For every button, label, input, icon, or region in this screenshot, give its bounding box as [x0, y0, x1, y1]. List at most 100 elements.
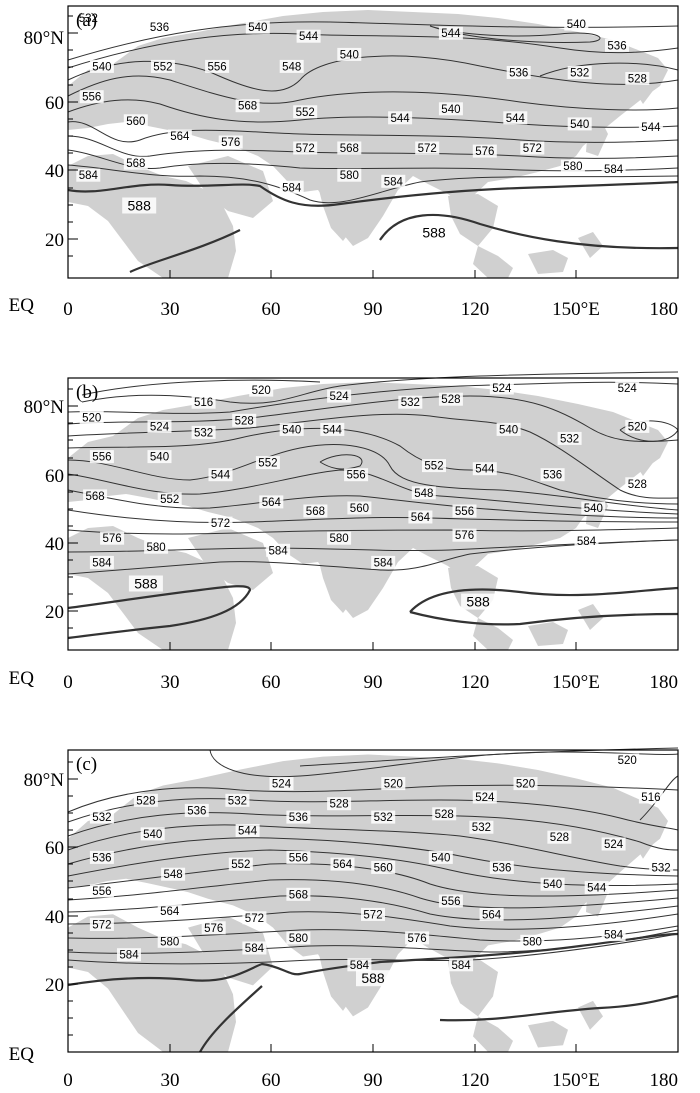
contour-label-bg [228, 857, 253, 871]
contour-label: 536 [92, 852, 111, 864]
contour-label-bg [601, 928, 626, 942]
y-tick-label: 40 [45, 907, 64, 928]
y-axis-ticks [68, 761, 78, 1053]
x-tick-label: 180 [650, 299, 679, 320]
contour-label: 584 [452, 960, 472, 972]
contour-label: 588 [466, 594, 490, 610]
contour-label: 544 [587, 883, 607, 895]
contour-label-bg [625, 419, 650, 433]
contour-label: 568 [340, 143, 359, 155]
contour-label-bg [293, 105, 318, 119]
contour-label: 572 [296, 143, 315, 155]
contour-label: 532 [560, 433, 579, 445]
x-tick-label: 90 [364, 672, 383, 693]
contour-label-bg [100, 531, 125, 545]
x-tick-label: 30 [161, 299, 180, 320]
contour-label: 540 [150, 452, 169, 464]
contour-label: 528 [330, 799, 349, 811]
contour-label: 588 [134, 576, 158, 592]
contour-label-bg [438, 392, 463, 406]
x-tick-label: 60 [262, 299, 281, 320]
contour-label-bg [347, 501, 372, 515]
contour-label-bg [232, 413, 257, 427]
contour-label: 540 [570, 119, 589, 131]
contour-label: 548 [282, 61, 301, 73]
y-tick-label: 20 [45, 975, 64, 996]
contour-label-bg [601, 837, 626, 851]
x-tick-label: 150°E [552, 672, 600, 693]
contour-label: 580 [147, 542, 166, 554]
contour-label-bg [303, 504, 328, 518]
contour-label: 528 [441, 394, 460, 406]
contour-label: 572 [92, 920, 111, 932]
contour-label-bg [371, 810, 396, 824]
contour-label: 568 [238, 101, 257, 113]
contour-label-bg [615, 753, 640, 767]
contour-label-bg [581, 501, 606, 515]
contour-label-bg [605, 38, 629, 52]
contour-label-bg [564, 17, 589, 31]
contour-label-bg [191, 425, 216, 439]
contour-label-bg [286, 850, 311, 864]
contour-label: 552 [160, 494, 179, 506]
contour-label-bg [147, 419, 172, 433]
contour-label-bg [157, 934, 182, 948]
contour-label: 544 [641, 122, 661, 134]
contour-label-bg [361, 907, 385, 921]
contour-label-bg [625, 477, 650, 491]
contour-label: 564 [333, 859, 353, 871]
contour-label-bg [286, 887, 311, 901]
x-tick-label: 60 [262, 1070, 281, 1091]
contour-label: 564 [262, 497, 282, 509]
y-tick-label: 60 [45, 838, 64, 859]
contour-label: 520 [252, 385, 271, 397]
contour-label: 560 [126, 116, 145, 128]
contour-label: 584 [350, 960, 370, 972]
contour-label: 560 [350, 503, 369, 515]
contour-label: 528 [136, 795, 155, 807]
contour-label-bg [574, 534, 599, 548]
contour-label: 580 [340, 170, 359, 182]
contour-label-bg [266, 543, 291, 557]
panel-label: (b) [76, 382, 98, 403]
contour-label-bg [330, 857, 355, 871]
contour-label-bg [337, 141, 362, 155]
contour-label-bg [208, 516, 233, 530]
contour-label-bg [89, 555, 114, 569]
contour-label: 544 [211, 470, 231, 482]
y-tick-label: 60 [45, 93, 64, 114]
contour-label-bg [520, 934, 545, 948]
contour-label: 556 [455, 506, 474, 518]
contour-label-bg [472, 144, 497, 158]
contour-label: 536 [543, 470, 562, 482]
contour-label-bg [235, 824, 260, 837]
contour-label-layer: 520 524 520 520 516 528 532 528 524 532 536 536 532 5… [89, 753, 674, 987]
contour-label: 540 [248, 22, 267, 34]
contour-label-bg [122, 197, 157, 214]
contour-label-bg [218, 135, 243, 149]
contour-label: 540 [441, 104, 460, 116]
contour-label: 556 [92, 886, 111, 898]
contour-label-bg [327, 797, 352, 811]
contour-label: 588 [128, 198, 152, 214]
contour-label: 532 [194, 427, 213, 439]
contour-label-bg [286, 810, 311, 824]
contour-label: 584 [245, 943, 265, 955]
contour-label-bg [649, 860, 674, 874]
contour-label: 580 [160, 936, 179, 948]
contour-label: 572 [211, 518, 230, 530]
contour-label-bg [259, 495, 284, 509]
contour-label-bg [293, 141, 318, 155]
contour-label: 572 [245, 913, 264, 925]
contour-label: 544 [475, 464, 495, 476]
contour-label-bg [567, 66, 592, 79]
contour-label-bg [255, 456, 280, 470]
contour-label: 544 [441, 28, 461, 40]
contour-label: 524 [330, 391, 350, 403]
contour-label: 544 [506, 113, 526, 125]
contour-label: 536 [150, 22, 169, 34]
contour-label: 524 [475, 792, 495, 804]
contour-label-bg [320, 422, 345, 436]
contour-label: 540 [92, 61, 111, 73]
contour-label-bg [547, 830, 572, 844]
